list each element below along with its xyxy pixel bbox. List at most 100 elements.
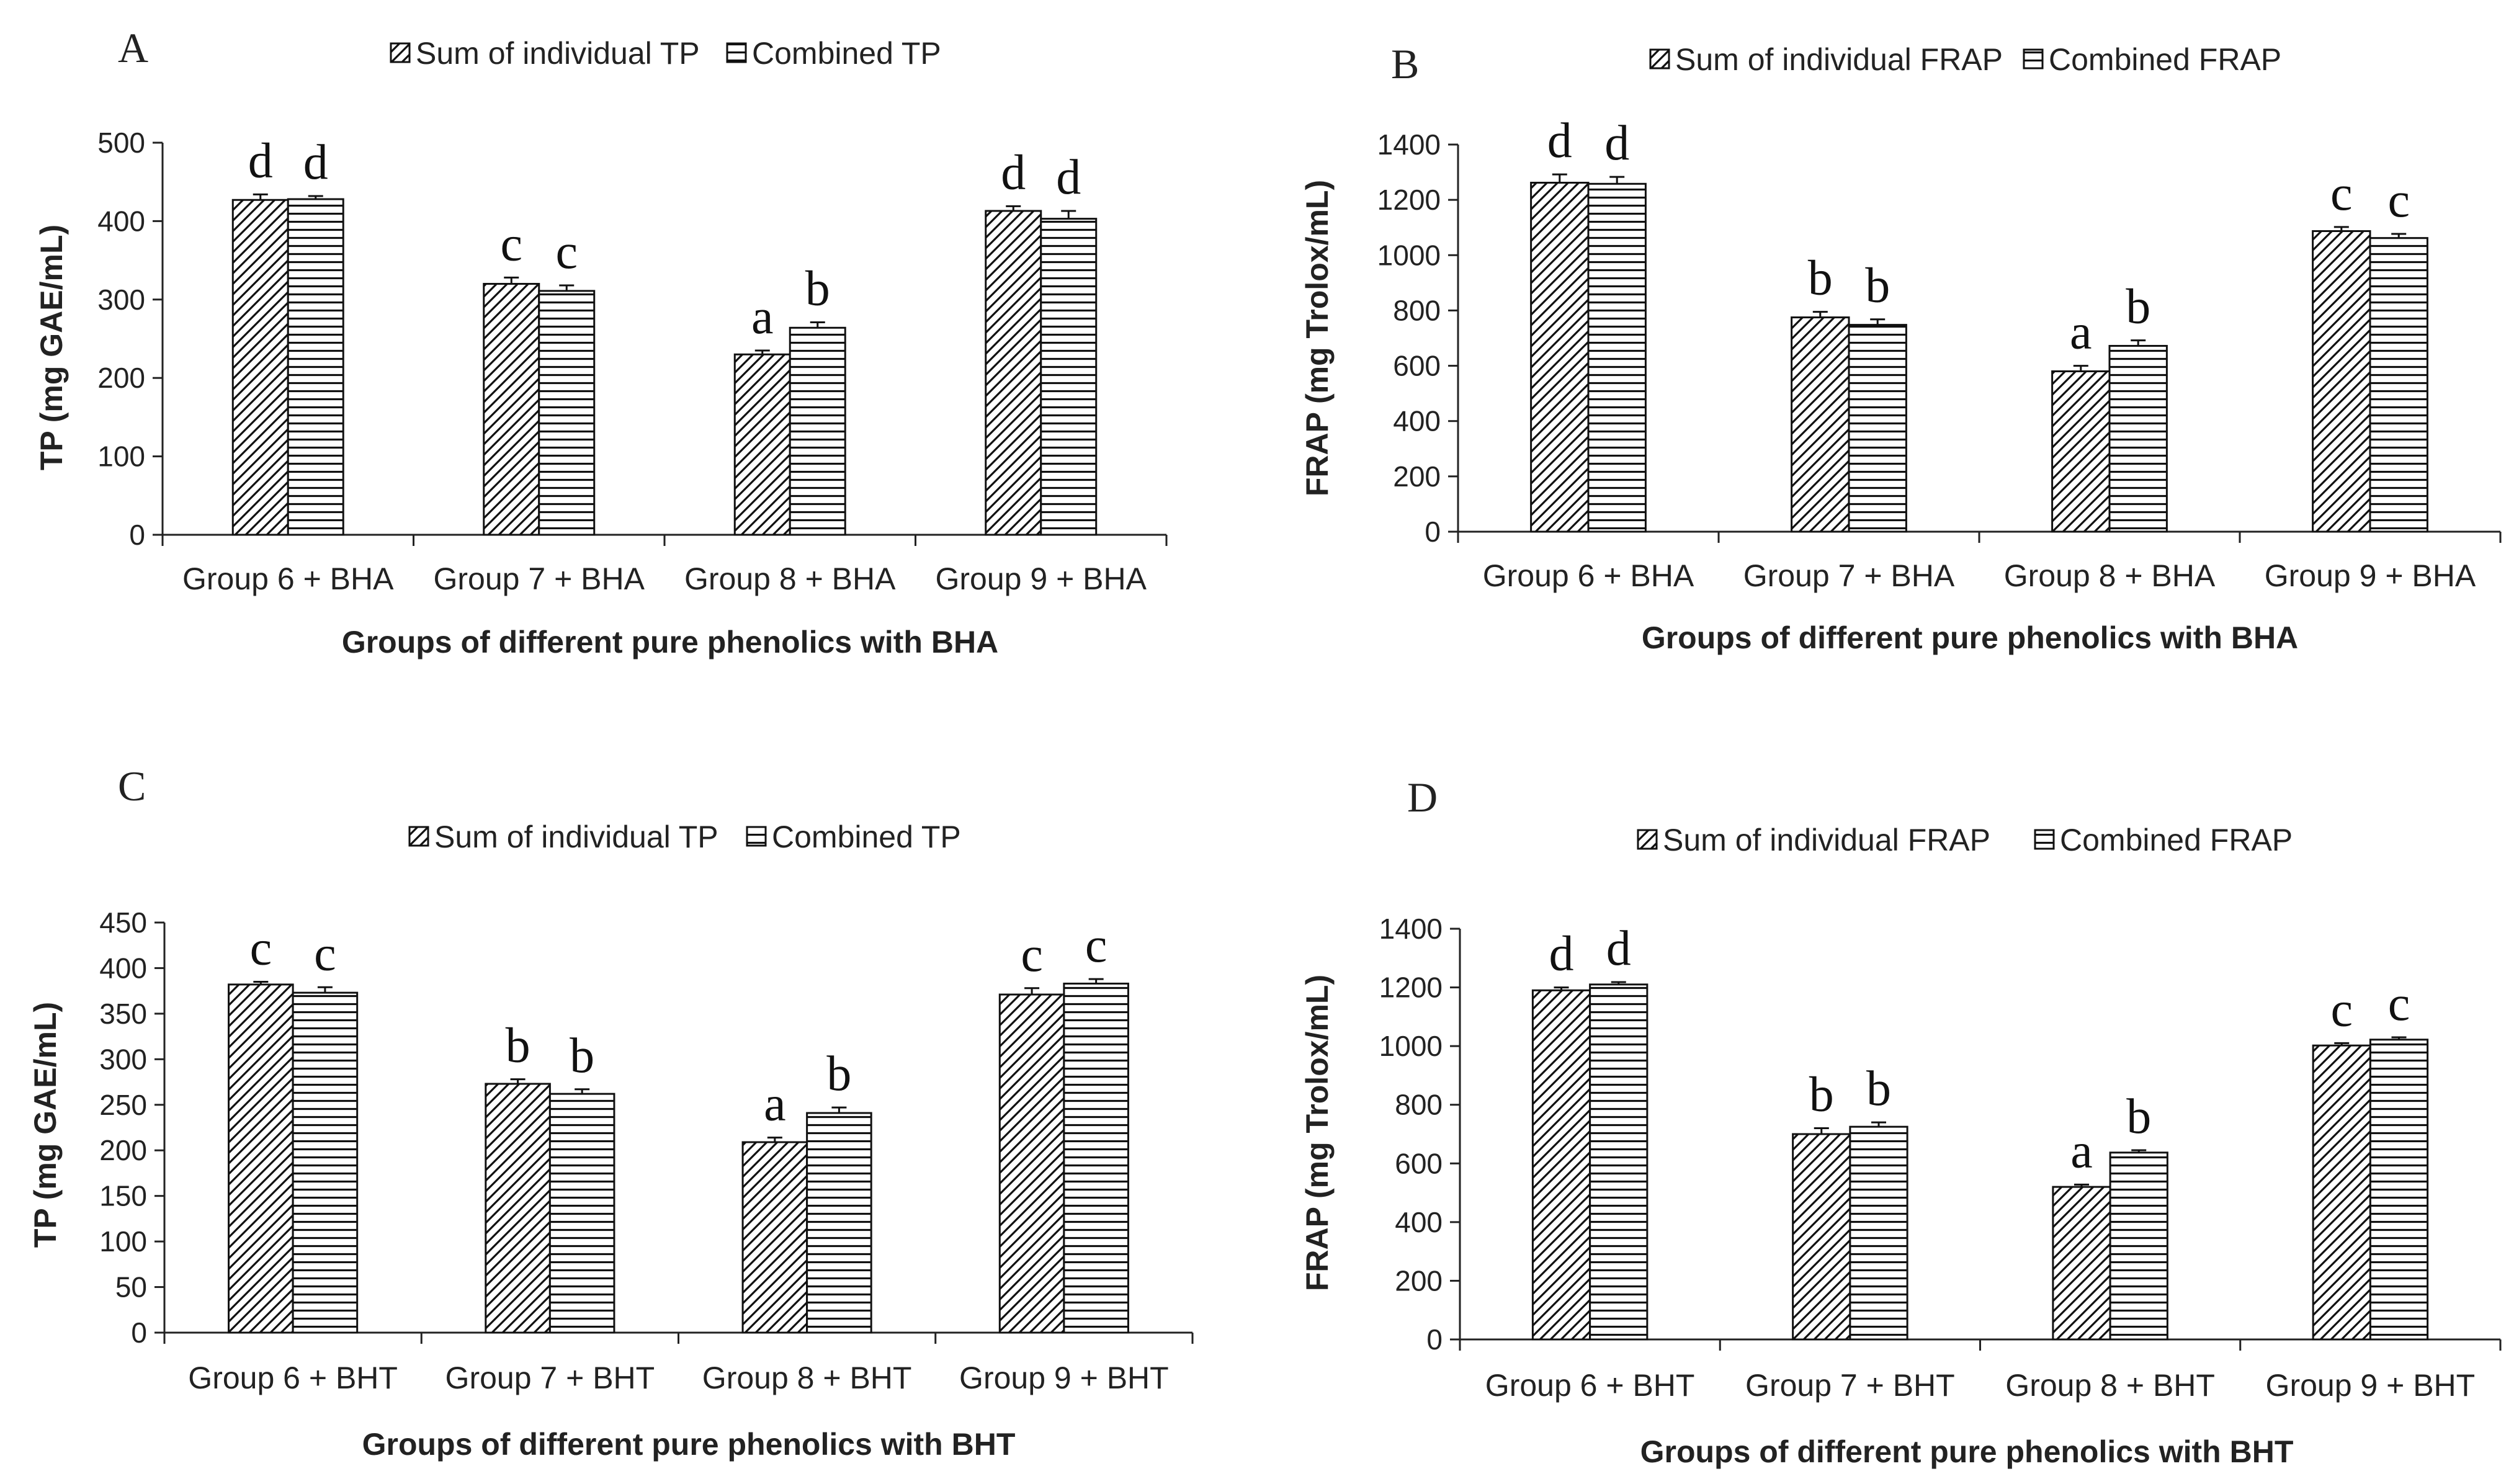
error-bar bbox=[1088, 978, 1104, 984]
x-tick-label: Group 6 + BHA bbox=[182, 561, 394, 596]
y-axis-title: FRAP (mg Trolox/mL) bbox=[1300, 180, 1335, 496]
y-axis-title: FRAP (mg Trolox/mL) bbox=[1300, 975, 1335, 1291]
significance-letter: d bbox=[303, 135, 328, 190]
x-tick-label: Group 7 + BHT bbox=[1745, 1368, 1955, 1403]
bar-combined bbox=[1589, 983, 1649, 1341]
significance-letter: a bbox=[764, 1077, 786, 1132]
error-bar bbox=[253, 193, 268, 200]
error-bar bbox=[559, 284, 575, 291]
bar-sum-individual bbox=[733, 353, 791, 536]
y-tick-label: 400 bbox=[99, 952, 147, 984]
x-axis-title: Groups of different pure phenolics with … bbox=[1642, 620, 2298, 655]
legend-swatch-diagonal bbox=[408, 826, 429, 847]
error-bar bbox=[504, 276, 519, 284]
y-tick-label: 1400 bbox=[1377, 128, 1441, 161]
bar-combined bbox=[1587, 182, 1647, 533]
error-bar bbox=[2391, 233, 2407, 238]
error-bar bbox=[253, 980, 269, 985]
legend-label-sum: Sum of individual FRAP bbox=[1675, 42, 2003, 77]
chart-panel-b: B Sum of individual FRAP Combined FRAP F… bbox=[1300, 40, 2502, 655]
legend: Sum of individual FRAP Combined FRAP bbox=[1637, 823, 2293, 857]
y-tick-label: 1000 bbox=[1377, 239, 1441, 271]
bar-sum-individual bbox=[1530, 182, 1590, 533]
bar-combined bbox=[2109, 1151, 2168, 1341]
y-tick-label: 200 bbox=[97, 362, 145, 394]
legend-label-sum: Sum of individual TP bbox=[434, 820, 718, 854]
significance-letter: b bbox=[1866, 1062, 1891, 1116]
y-tick-label: 400 bbox=[1395, 1206, 1443, 1238]
bar-combined bbox=[1849, 1125, 1908, 1341]
bar-sum-individual bbox=[228, 983, 294, 1334]
plot-area: 0 200 400 600 800 1000 1200 1400 Group 6 + BHA Gr… bbox=[1377, 114, 2502, 593]
x-tick-label: Group 9 + BHA bbox=[2265, 558, 2476, 593]
bar-combined bbox=[538, 290, 596, 536]
bar-sum-individual bbox=[741, 1141, 808, 1334]
bar-combined bbox=[2369, 1039, 2429, 1341]
bar-combined bbox=[806, 1112, 872, 1334]
error-bar bbox=[1812, 311, 1828, 318]
bar-sum-individual bbox=[1791, 316, 1850, 533]
x-tick-label: Group 9 + BHT bbox=[959, 1361, 1169, 1395]
significance-letter: b bbox=[506, 1019, 530, 1073]
y-tick-label: 600 bbox=[1395, 1147, 1443, 1179]
significance-letter: d bbox=[1547, 114, 1572, 168]
y-axis-title: TP (mg GAE/mL) bbox=[34, 225, 69, 470]
bar-combined bbox=[2369, 237, 2428, 533]
error-bar bbox=[754, 349, 770, 355]
bar-sum-individual bbox=[998, 993, 1065, 1334]
x-tick-label: Group 6 + BHT bbox=[1485, 1368, 1695, 1403]
significance-letter: b bbox=[826, 1047, 851, 1101]
bar-combined bbox=[1063, 982, 1129, 1334]
bar-sum-individual bbox=[2312, 1044, 2371, 1341]
legend-label-combined: Combined TP bbox=[772, 820, 961, 854]
y-tick-label: 350 bbox=[99, 998, 147, 1030]
error-bar bbox=[2391, 1036, 2407, 1040]
bar-sum-individual bbox=[2312, 230, 2371, 533]
significance-letter: c bbox=[250, 921, 272, 975]
error-bar bbox=[510, 1078, 526, 1084]
y-tick-label: 200 bbox=[99, 1134, 147, 1166]
bar-combined bbox=[292, 991, 359, 1334]
legend-swatch-horizontal bbox=[2023, 48, 2044, 69]
significance-letter: d bbox=[248, 133, 273, 188]
error-bar bbox=[317, 986, 333, 993]
legend-label-sum: Sum of individual TP bbox=[416, 36, 700, 71]
significance-letter: a bbox=[2070, 1124, 2093, 1178]
significance-letter: d bbox=[1056, 150, 1081, 205]
bar-combined bbox=[789, 326, 846, 536]
error-bar bbox=[1006, 205, 1021, 211]
x-tick-label: Group 8 + BHT bbox=[2005, 1368, 2215, 1403]
significance-letter: d bbox=[1549, 927, 1574, 981]
x-axis-title: Groups of different pure phenolics with … bbox=[342, 625, 998, 659]
y-tick-label: 100 bbox=[99, 1225, 147, 1258]
error-bar bbox=[308, 195, 323, 200]
legend-swatch-horizontal bbox=[746, 826, 767, 847]
panel-letter: C bbox=[118, 762, 146, 810]
bar-sum-individual bbox=[2052, 1186, 2111, 1341]
bar-combined bbox=[1848, 324, 1907, 533]
legend-label-combined: Combined TP bbox=[752, 36, 941, 71]
bar-combined bbox=[548, 1093, 615, 1334]
panel-letter: A bbox=[118, 24, 148, 71]
legend-swatch-diagonal bbox=[1637, 829, 1658, 850]
error-bar bbox=[1611, 981, 1626, 985]
significance-letter: b bbox=[805, 261, 830, 316]
legend: Sum of individual TP Combined TP bbox=[408, 820, 961, 854]
significance-letter: c bbox=[2388, 977, 2410, 1031]
panel-letter: B bbox=[1391, 40, 1419, 87]
significance-letter: c bbox=[1085, 918, 1107, 973]
significance-letter: c bbox=[555, 225, 578, 279]
significance-letter: c bbox=[2387, 173, 2410, 228]
x-axis-title: Groups of different pure phenolics with … bbox=[362, 1427, 1016, 1462]
error-bar bbox=[1814, 1127, 1829, 1134]
y-tick-label: 250 bbox=[99, 1089, 147, 1121]
significance-letter: d bbox=[1606, 921, 1631, 976]
y-tick-label: 400 bbox=[97, 205, 145, 237]
legend: Sum of individual FRAP Combined FRAP bbox=[1649, 42, 2281, 77]
x-tick-label: Group 9 + BHT bbox=[2266, 1368, 2476, 1403]
error-bar bbox=[1061, 210, 1076, 219]
x-tick-label: Group 8 + BHA bbox=[2004, 558, 2216, 593]
y-tick-label: 0 bbox=[131, 1316, 147, 1349]
chart-panel-a: A Sum of individual TP Combined TP TP (m… bbox=[34, 24, 1168, 659]
